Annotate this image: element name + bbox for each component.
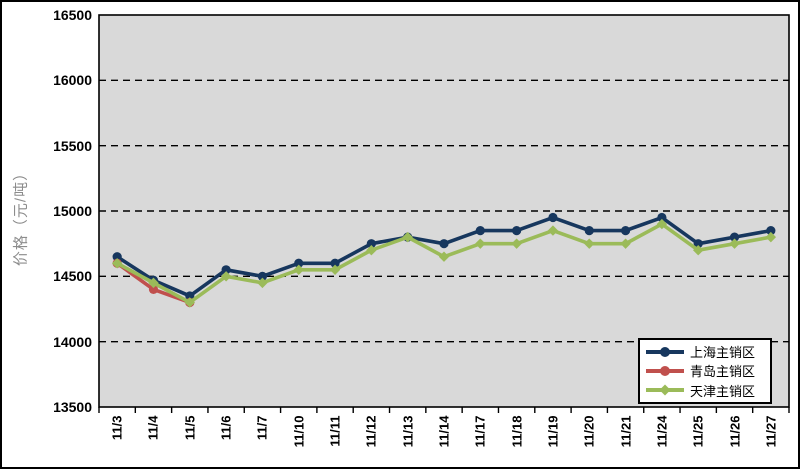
data-point xyxy=(656,218,668,230)
x-tick-label: 11/21 xyxy=(618,415,634,448)
legend-label-shanghai: 上海主销区 xyxy=(690,345,756,361)
legend-label-qingdao: 青岛主销区 xyxy=(690,364,756,380)
data-point xyxy=(729,232,740,242)
x-tick-label: 11/27 xyxy=(763,415,779,448)
y-tick-label: 14500 xyxy=(53,268,92,285)
legend-item-shanghai: 上海主销区 xyxy=(644,342,766,361)
x-tick-label: 11/17 xyxy=(472,415,488,448)
data-point xyxy=(584,226,594,236)
data-point xyxy=(294,258,304,268)
data-point xyxy=(765,231,777,243)
y-tick-label: 14000 xyxy=(53,333,92,350)
data-point xyxy=(657,212,667,223)
data-point xyxy=(111,258,123,269)
x-tick-label: 11/24 xyxy=(654,415,670,448)
x-tick-label: 11/6 xyxy=(218,415,234,441)
data-point xyxy=(512,226,522,236)
data-point xyxy=(366,245,377,256)
x-tick-label: 11/5 xyxy=(182,415,198,441)
legend-marker xyxy=(660,346,670,357)
y-tick-label: 16000 xyxy=(53,72,92,89)
y-tick-label: 13500 xyxy=(53,399,92,415)
data-point xyxy=(584,238,595,249)
data-point xyxy=(148,284,159,294)
x-tick-label: 11/12 xyxy=(363,415,379,448)
data-point xyxy=(148,277,159,289)
tianjin-series-swatch xyxy=(644,383,686,397)
x-tick-label: 11/20 xyxy=(581,415,597,448)
data-point xyxy=(475,226,485,236)
data-point xyxy=(112,252,122,262)
qingdao-series-swatch xyxy=(644,364,686,378)
legend-label-tianjin: 天津主销区 xyxy=(690,383,756,399)
x-tick-label: 11/7 xyxy=(254,415,270,441)
data-point xyxy=(620,238,631,249)
x-tick-label: 11/11 xyxy=(327,415,343,447)
x-tick-label: 11/13 xyxy=(400,415,416,448)
data-point xyxy=(766,226,776,236)
data-point xyxy=(221,265,231,275)
legend-item-qingdao: 青岛主销区 xyxy=(644,361,766,380)
legend: 上海主销区 青岛主销区 天津主销区 xyxy=(638,338,772,404)
legend-marker xyxy=(660,365,670,376)
data-point xyxy=(475,238,486,249)
shanghai-series-swatch xyxy=(644,345,686,359)
data-point xyxy=(693,239,703,249)
x-tick-label: 11/4 xyxy=(145,415,161,441)
data-point xyxy=(439,239,449,249)
legend-item-tianjin: 天津主销区 xyxy=(644,381,766,400)
y-tick-label: 15000 xyxy=(53,203,92,219)
x-tick-label: 11/14 xyxy=(436,415,452,448)
data-point xyxy=(330,258,340,268)
data-point xyxy=(184,297,195,308)
data-point xyxy=(257,271,268,281)
x-tick-label: 11/18 xyxy=(509,415,525,448)
x-tick-label: 11/26 xyxy=(727,415,743,448)
x-tick-label: 11/19 xyxy=(545,415,561,448)
data-point xyxy=(729,238,740,249)
data-point xyxy=(438,251,450,262)
data-point xyxy=(293,264,304,275)
legend-marker xyxy=(659,384,671,396)
y-tick-label: 15500 xyxy=(53,137,92,154)
data-point xyxy=(547,225,559,236)
data-point xyxy=(511,238,522,249)
data-point xyxy=(402,231,413,243)
data-point xyxy=(220,271,232,282)
data-point xyxy=(329,264,341,275)
x-tick-label: 11/25 xyxy=(690,415,706,448)
x-tick-label: 11/3 xyxy=(109,415,125,441)
data-point xyxy=(693,245,704,256)
y-tick-label: 16500 xyxy=(53,7,92,23)
data-point xyxy=(548,212,558,223)
data-point xyxy=(185,291,195,301)
y-axis-title: 价格（元/吨） xyxy=(12,164,30,267)
data-point xyxy=(366,239,376,249)
x-tick-label: 11/10 xyxy=(291,415,307,448)
data-point xyxy=(620,226,631,236)
data-point xyxy=(257,277,268,289)
